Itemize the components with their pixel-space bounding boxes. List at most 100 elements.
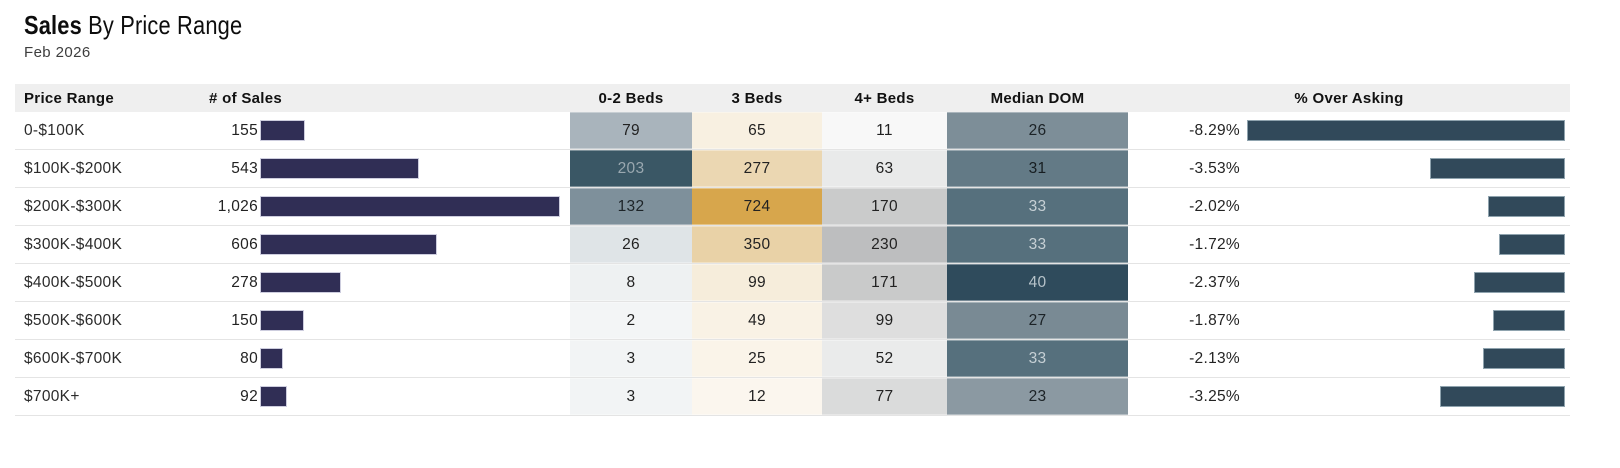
over-asking-cell: -1.87% — [1128, 302, 1570, 339]
over-asking-bar-area — [1240, 348, 1570, 369]
price-range-label: $400K-$500K — [24, 273, 123, 291]
sales-bar — [260, 386, 287, 407]
median-dom-cell: 31 — [947, 150, 1128, 187]
over-asking-bar-area — [1240, 272, 1570, 293]
over-asking-bar-area — [1240, 158, 1570, 179]
sales-count: 92 — [240, 387, 258, 405]
sales-cell: 606 — [200, 226, 570, 263]
sales-bar — [260, 348, 283, 369]
sales-count: 606 — [231, 235, 258, 253]
beds-4plus-cell: 77 — [822, 378, 947, 415]
over-asking-bar — [1499, 234, 1565, 255]
sales-cell: 278 — [200, 264, 570, 301]
column-header-over-asking: % Over Asking — [1294, 89, 1404, 107]
sales-bar — [260, 310, 304, 331]
title-rest: By Price Range — [88, 10, 243, 40]
over-asking-bar — [1488, 196, 1565, 217]
sales-bar — [260, 120, 305, 141]
sales-count: 1,026 — [217, 197, 258, 215]
median-dom-cell: 33 — [947, 340, 1128, 377]
over-asking-value: -3.53% — [1189, 159, 1240, 177]
table-row: $400K-$500K 278 8 99 171 40 -2.37% — [15, 264, 1570, 302]
sales-bar — [260, 272, 341, 293]
report-header: Sales By Price Range Feb 2026 — [0, 0, 1620, 61]
over-asking-bar — [1474, 272, 1565, 293]
table-row: $500K-$600K 150 2 49 99 27 -1.87% — [15, 302, 1570, 340]
price-range-label: $300K-$400K — [24, 235, 123, 253]
over-asking-cell: -3.25% — [1128, 378, 1570, 415]
median-dom-cell: 33 — [947, 226, 1128, 263]
title-emphasis: Sales — [24, 10, 82, 40]
beds-3-cell: 99 — [692, 264, 822, 301]
column-header-beds-0-2: 0-2 Beds — [598, 89, 664, 107]
sales-cell: 543 — [200, 150, 570, 187]
over-asking-bar-area — [1240, 196, 1570, 217]
beds-4plus-cell: 99 — [822, 302, 947, 339]
column-header-beds-3: 3 Beds — [731, 89, 783, 107]
over-asking-value: -2.13% — [1189, 349, 1240, 367]
over-asking-value: -2.37% — [1189, 273, 1240, 291]
beds-0-2-cell: 2 — [570, 302, 692, 339]
beds-3-cell: 65 — [692, 112, 822, 149]
over-asking-value: -1.72% — [1189, 235, 1240, 253]
sales-cell: 1,026 — [200, 188, 570, 225]
over-asking-cell: -2.37% — [1128, 264, 1570, 301]
table-row: $300K-$400K 606 26 350 230 33 -1.72% — [15, 226, 1570, 264]
sales-count: 150 — [231, 311, 258, 329]
over-asking-bar-area — [1240, 120, 1570, 141]
over-asking-bar — [1483, 348, 1565, 369]
over-asking-value: -2.02% — [1189, 197, 1240, 215]
beds-3-cell: 49 — [692, 302, 822, 339]
beds-4plus-cell: 52 — [822, 340, 947, 377]
sales-count: 543 — [231, 159, 258, 177]
beds-0-2-cell: 3 — [570, 378, 692, 415]
column-header-median-dom: Median DOM — [990, 89, 1085, 107]
median-dom-cell: 23 — [947, 378, 1128, 415]
over-asking-bar — [1493, 310, 1565, 331]
price-range-label: $200K-$300K — [24, 197, 123, 215]
beds-0-2-cell: 8 — [570, 264, 692, 301]
beds-3-cell: 277 — [692, 150, 822, 187]
beds-3-cell: 350 — [692, 226, 822, 263]
beds-0-2-cell: 79 — [570, 112, 692, 149]
table-row: $600K-$700K 80 3 25 52 33 -2.13% — [15, 340, 1570, 378]
over-asking-cell: -3.53% — [1128, 150, 1570, 187]
table-body: 0-$100K 155 79 65 11 26 -8.29% $100K-$20… — [15, 112, 1570, 416]
over-asking-value: -3.25% — [1189, 387, 1240, 405]
price-range-label: $100K-$200K — [24, 159, 123, 177]
over-asking-bar — [1247, 120, 1565, 141]
sales-bar — [260, 234, 437, 255]
over-asking-value: -8.29% — [1189, 121, 1240, 139]
beds-4plus-cell: 230 — [822, 226, 947, 263]
beds-0-2-cell: 3 — [570, 340, 692, 377]
over-asking-cell: -8.29% — [1128, 112, 1570, 149]
beds-4plus-cell: 170 — [822, 188, 947, 225]
beds-4plus-cell: 11 — [822, 112, 947, 149]
beds-0-2-cell: 203 — [570, 150, 692, 187]
over-asking-bar-area — [1240, 310, 1570, 331]
sales-count: 278 — [231, 273, 258, 291]
table-row: 0-$100K 155 79 65 11 26 -8.29% — [15, 112, 1570, 150]
column-header-beds-4plus: 4+ Beds — [854, 89, 915, 107]
over-asking-cell: -1.72% — [1128, 226, 1570, 263]
sales-bar — [260, 158, 419, 179]
median-dom-cell: 26 — [947, 112, 1128, 149]
sales-cell: 150 — [200, 302, 570, 339]
price-range-label: $500K-$600K — [24, 311, 123, 329]
over-asking-bar-area — [1240, 386, 1570, 407]
table-row: $200K-$300K 1,026 132 724 170 33 -2.02% — [15, 188, 1570, 226]
over-asking-bar — [1440, 386, 1565, 407]
table-header-row: Price Range # of Sales 0-2 Beds 3 Beds 4… — [15, 84, 1570, 112]
sales-count: 155 — [231, 121, 258, 139]
median-dom-cell: 27 — [947, 302, 1128, 339]
over-asking-cell: -2.02% — [1128, 188, 1570, 225]
sales-bar — [260, 196, 560, 217]
over-asking-cell: -2.13% — [1128, 340, 1570, 377]
beds-3-cell: 12 — [692, 378, 822, 415]
column-header-sales: # of Sales — [209, 89, 283, 107]
price-range-label: $700K+ — [24, 387, 80, 405]
beds-3-cell: 25 — [692, 340, 822, 377]
page-title: Sales By Price Range — [24, 10, 242, 40]
over-asking-value: -1.87% — [1189, 311, 1240, 329]
